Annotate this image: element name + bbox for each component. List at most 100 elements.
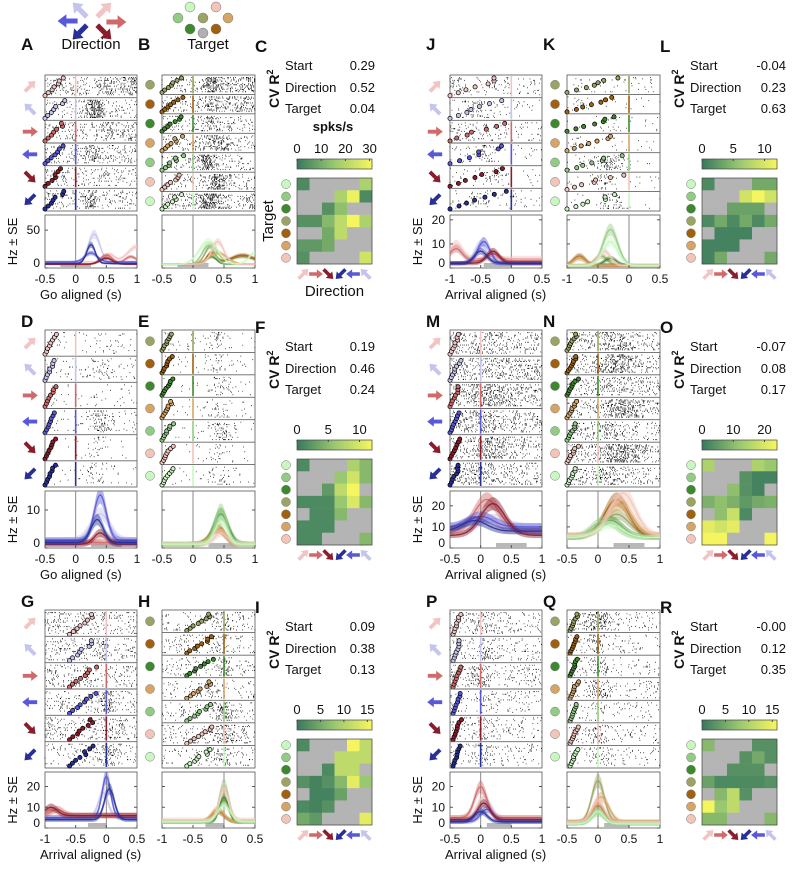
trial-start-marker [60, 143, 66, 149]
target-tan-icon [550, 138, 560, 148]
colorbar-segment [312, 440, 315, 450]
target-lightgreen-icon [281, 472, 291, 483]
arrow-shape [297, 268, 309, 280]
target-brown-icon [210, 23, 222, 35]
heatmap-cell [714, 190, 728, 203]
colorbar-segment [362, 720, 365, 730]
trial-start-marker [70, 681, 76, 687]
colorbar-tick-label: 10 [757, 141, 771, 156]
trial-start-marker [487, 101, 492, 107]
spike-trains [450, 743, 543, 766]
trial-start-marker [45, 203, 51, 209]
arrow-shape [714, 269, 728, 279]
trial-start-marker [168, 141, 174, 146]
colorbar-segment [332, 720, 335, 730]
x-tick-label: -0.5 [35, 272, 56, 286]
heatmap-cell [359, 251, 373, 265]
colorbar-segment [775, 159, 778, 169]
colorbar-segment [760, 720, 763, 730]
target-title: Target [187, 36, 230, 53]
panel-letter: L [660, 37, 670, 56]
target-brown-icon [550, 99, 560, 109]
arrow-left-icon [751, 830, 765, 840]
heatmap-cell [714, 775, 728, 789]
arrow-shape [428, 80, 441, 93]
trial-start-marker [571, 184, 577, 190]
heatmap-cell [334, 178, 348, 191]
colorbar-segment [752, 720, 755, 730]
target-lightgreen-icon [686, 472, 696, 483]
colorbar-segment [362, 440, 365, 450]
analysis-window [604, 823, 629, 828]
colorbar-segment [345, 159, 349, 169]
arrow-shape [346, 550, 360, 560]
trial-start-marker [45, 180, 51, 186]
heatmap-cell [702, 459, 715, 472]
trial-start-marker [58, 166, 63, 172]
trial-start-marker [205, 659, 211, 665]
psth-se-band [567, 516, 660, 540]
colorbar-segment [321, 440, 324, 450]
trial-start-marker [456, 112, 461, 118]
trial-start-marker [574, 398, 580, 404]
colorbar-segment [733, 159, 737, 169]
colorbar-segment [773, 159, 776, 169]
trial-start-marker [576, 443, 581, 449]
arrow-shape [727, 829, 739, 841]
target-olive-icon [686, 216, 696, 226]
arrow-down-right-icon [428, 441, 441, 454]
arrow-down-right-icon [95, 23, 112, 40]
x-tick-label: 0.5 [652, 272, 669, 286]
arrow-shape [427, 416, 443, 427]
colorbar: 0 5 10 [698, 141, 778, 170]
target-tan-icon [281, 801, 291, 812]
heatmap-cell [322, 751, 335, 764]
colorbar-segment [325, 440, 328, 450]
colorbar-segment [338, 720, 341, 730]
stat-value-target: 0.04 [350, 101, 375, 116]
heatmap-cell [752, 190, 765, 203]
heatmap-cell [359, 178, 373, 191]
colorbar-segment [707, 720, 710, 730]
colorbar-segment [709, 440, 712, 450]
heatmap-cell [702, 471, 715, 484]
target-olive-icon [686, 777, 696, 787]
trial-start-marker [580, 162, 586, 168]
target-darkgreen-icon [686, 484, 696, 495]
tuning-heatmap [701, 177, 778, 265]
target-tan-icon [145, 684, 155, 694]
target-pink-icon [686, 253, 696, 263]
target-darkgreen-icon [281, 764, 291, 775]
colorbar-segment [702, 720, 705, 730]
colorbar-segment [319, 720, 322, 730]
spike-trains [161, 193, 256, 209]
colorbar-tick-label: 20 [338, 141, 352, 156]
panel-letter: E [138, 312, 149, 331]
arrow-down-right-icon [322, 268, 334, 280]
trial-start-marker [168, 331, 174, 337]
psth-line-pink [567, 492, 661, 536]
heatmap-cell [764, 251, 778, 265]
heatmap-cell [347, 227, 360, 240]
arrow-shape [702, 829, 714, 841]
target-brown-icon [550, 358, 560, 369]
heatmap-cell [297, 788, 310, 801]
psth-se-band [45, 243, 137, 264]
colorbar-segment [747, 720, 750, 730]
spike-trains [47, 332, 138, 354]
heatmap-cell [347, 239, 360, 253]
trial-start-marker [583, 85, 589, 91]
colorbar-segment [328, 720, 332, 730]
colorbar-segment [767, 440, 770, 450]
trial-start-marker [179, 192, 185, 198]
x-tick-label: -0.5 [183, 832, 204, 846]
heatmap-cell [334, 775, 348, 789]
trial-start-marker [198, 663, 204, 669]
colorbar-segment [342, 159, 345, 169]
colorbar-segment [769, 720, 772, 730]
target-pink-icon [145, 729, 155, 739]
stat-label-start: Start [690, 619, 718, 634]
colorbar-segment [715, 720, 718, 730]
colorbar-segment [300, 720, 304, 730]
